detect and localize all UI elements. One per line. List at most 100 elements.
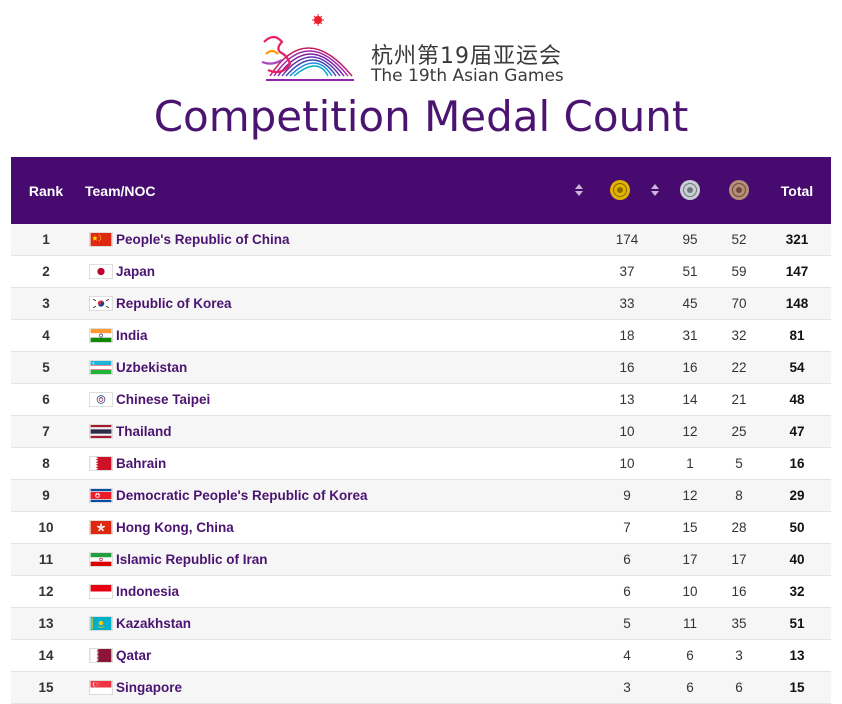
rank-cell: 13 [38,616,54,631]
header: 杭州第19届亚运会 The 19th Asian Games [0,0,842,95]
team-name[interactable]: Chinese Taipei [116,392,211,407]
bronze-count: 17 [731,552,747,567]
silver-count: 14 [682,392,698,407]
team-name[interactable]: Singapore [116,680,183,695]
flag-hkg-icon [89,520,113,535]
silver-count: 17 [682,552,698,567]
total-count: 40 [789,552,805,567]
table-row: 10 Hong Kong, China 7 15 28 50 [11,512,831,544]
gold-count: 10 [619,456,635,471]
rank-cell: 6 [42,392,50,407]
team-name[interactable]: Hong Kong, China [116,520,234,535]
silver-medal-icon [680,180,700,200]
silver-count: 6 [686,680,694,695]
rank-cell: 1 [42,232,50,247]
table-row: 9 Democratic People's Republic of Korea … [11,480,831,512]
team-name[interactable]: Thailand [116,424,172,439]
page-title: Competition Medal Count [153,92,689,141]
bronze-count: 8 [735,488,743,503]
team-name[interactable]: Uzbekistan [116,360,188,375]
silver-count: 12 [682,424,698,439]
flag-prk-icon [89,488,113,503]
gold-medal-icon [610,180,630,200]
team-name[interactable]: Qatar [116,648,152,663]
gold-count: 13 [619,392,635,407]
silver-count: 45 [682,296,698,311]
flag-kaz-icon [89,616,113,631]
silver-count: 12 [682,488,698,503]
total-count: 51 [789,616,805,631]
bronze-count: 35 [731,616,747,631]
bronze-count: 25 [731,424,747,439]
rank-cell: 2 [42,264,50,279]
team-name[interactable]: Kazakhstan [116,616,192,631]
gold-count: 37 [619,264,635,279]
bronze-count: 59 [731,264,747,279]
table-row: 1 People's Republic of China 174 95 52 3… [11,224,831,256]
column-header-rank: Rank [28,182,64,199]
table-row: 7 Thailand 10 12 25 47 [11,416,831,448]
flag-iri-icon [89,552,113,567]
table-row: 14 Qatar 4 6 3 13 [11,640,831,672]
team-name[interactable]: Islamic Republic of Iran [116,552,268,567]
bronze-medal-icon [729,180,749,200]
bronze-count: 70 [731,296,747,311]
bronze-count: 3 [735,648,743,663]
bronze-count: 6 [735,680,743,695]
table-row: 2 Japan 37 51 59 147 [11,256,831,288]
flag-brn-icon [89,456,113,471]
gold-count: 174 [615,232,639,247]
rank-cell: 14 [38,648,54,663]
silver-count: 16 [682,360,698,375]
rank-cell: 7 [42,424,50,439]
bronze-count: 52 [731,232,747,247]
rank-cell: 5 [42,360,50,375]
flag-chn-icon [89,232,113,247]
gold-count: 4 [623,648,631,663]
total-count: 321 [785,232,809,247]
logo-chinese-title: 杭州第19届亚运会 [371,44,562,69]
table-row: 15 Singapore 3 6 6 15 [11,672,831,704]
silver-count: 6 [686,648,694,663]
column-header-team: Team/NOC [85,182,156,199]
silver-count: 31 [682,328,698,343]
total-count: 54 [789,360,805,375]
total-count: 48 [789,392,805,407]
team-name[interactable]: Democratic People's Republic of Korea [116,488,368,503]
team-name[interactable]: Republic of Korea [116,296,232,311]
team-name[interactable]: India [116,328,148,343]
table-row: 4 India 18 31 32 81 [11,320,831,352]
total-count: 16 [789,456,805,471]
team-name[interactable]: Indonesia [116,584,180,599]
team-name[interactable]: Japan [116,264,156,279]
flag-sgp-icon [89,680,113,695]
gold-count: 18 [619,328,635,343]
flag-uzb-icon [89,360,113,375]
logo-english-title: The 19th Asian Games [371,66,564,86]
silver-count: 95 [682,232,698,247]
rank-cell: 15 [38,680,54,695]
flag-tpe-icon [89,392,113,407]
total-count: 47 [789,424,805,439]
sort-team-icon[interactable] [574,183,584,197]
bronze-count: 28 [731,520,747,535]
bronze-count: 21 [731,392,747,407]
total-count: 15 [789,680,805,695]
gold-count: 3 [623,680,631,695]
team-name[interactable]: People's Republic of China [116,232,290,247]
table-body: 1 People's Republic of China 174 95 52 3… [11,224,831,704]
gold-count: 7 [623,520,631,535]
gold-count: 16 [619,360,635,375]
table-row: 5 Uzbekistan 16 16 22 54 [11,352,831,384]
sort-gold-icon[interactable] [650,183,660,197]
gold-count: 6 [623,584,631,599]
total-count: 50 [789,520,805,535]
silver-count: 51 [682,264,698,279]
bronze-count: 5 [735,456,743,471]
rank-cell: 11 [38,552,54,567]
team-name[interactable]: Bahrain [116,456,167,471]
total-count: 29 [789,488,805,503]
hangzhou-asian-games-emblem-icon [256,14,356,86]
flag-kor-icon [89,296,113,311]
bronze-count: 32 [731,328,747,343]
